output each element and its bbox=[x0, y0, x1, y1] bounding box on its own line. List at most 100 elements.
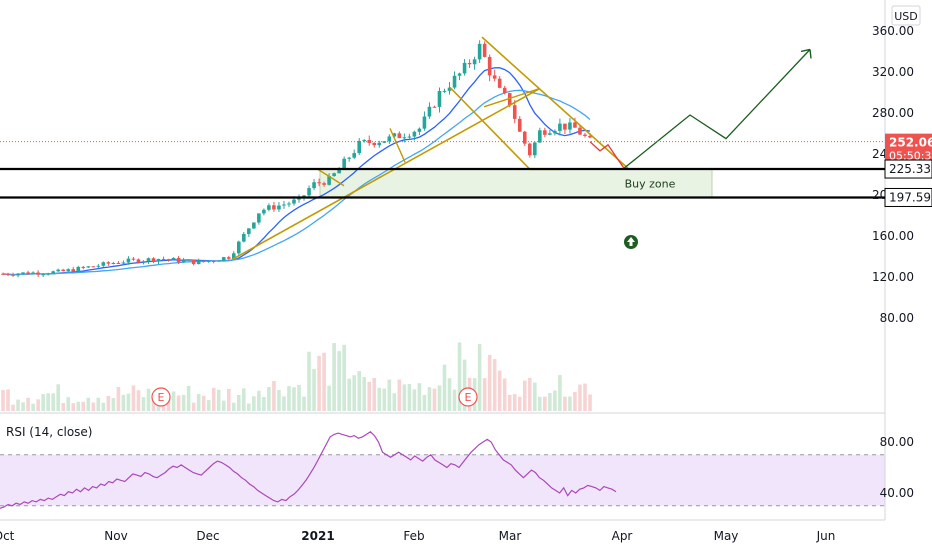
volume-bar bbox=[201, 395, 206, 411]
candle bbox=[226, 255, 231, 260]
level-price-label: 225.33 bbox=[889, 162, 931, 176]
volume-bar bbox=[447, 378, 452, 411]
ma-slow-line bbox=[2, 89, 591, 276]
candle bbox=[467, 59, 472, 68]
volume-bar bbox=[257, 390, 261, 411]
candle bbox=[81, 265, 86, 270]
volume-bar bbox=[322, 352, 326, 411]
candle bbox=[412, 130, 417, 141]
candle bbox=[191, 259, 196, 266]
candle bbox=[553, 129, 557, 136]
volume-bar bbox=[211, 387, 216, 411]
flag-line bbox=[389, 128, 406, 163]
earnings-icon: E bbox=[465, 391, 472, 404]
candle bbox=[91, 266, 96, 268]
volume-bar bbox=[337, 351, 341, 411]
time-tick-label: Jun bbox=[816, 529, 836, 543]
candle bbox=[492, 69, 497, 82]
candle bbox=[387, 134, 392, 144]
currency-box[interactable]: USD bbox=[891, 5, 921, 26]
candle bbox=[201, 260, 206, 263]
volume-bar bbox=[81, 401, 86, 411]
volume-bar bbox=[312, 369, 316, 411]
candle bbox=[452, 71, 457, 90]
volume-bar bbox=[452, 389, 457, 411]
candle bbox=[56, 268, 60, 272]
candle bbox=[332, 172, 336, 177]
earnings-marker[interactable]: E bbox=[151, 387, 171, 407]
candle bbox=[166, 258, 171, 262]
candle bbox=[347, 156, 351, 162]
candle bbox=[31, 271, 35, 275]
candle bbox=[51, 270, 55, 275]
candle bbox=[457, 72, 462, 81]
last-price-tag: 252.06 05:50:34 bbox=[885, 133, 932, 164]
volume-bar bbox=[437, 385, 442, 411]
volume-bar bbox=[387, 379, 392, 411]
candle bbox=[568, 118, 572, 134]
volume-bar bbox=[392, 393, 397, 411]
volume-bar bbox=[1, 390, 5, 411]
time-axis[interactable]: Oct Nov Dec 2021 Feb Mar Apr May Jun bbox=[0, 529, 835, 543]
volume-bar bbox=[502, 378, 507, 411]
candle bbox=[477, 40, 482, 63]
candle bbox=[16, 273, 20, 278]
candle bbox=[543, 127, 547, 138]
volume-bar bbox=[482, 378, 487, 411]
candle bbox=[533, 141, 537, 159]
volume-bar bbox=[206, 400, 211, 411]
volume-bar bbox=[216, 389, 221, 411]
candle bbox=[216, 260, 221, 262]
volume-bar bbox=[427, 387, 432, 411]
buy-zone bbox=[319, 168, 713, 198]
time-tick-label: Nov bbox=[104, 529, 127, 543]
volume-bar bbox=[262, 396, 266, 411]
buy-zone-label: Buy zone bbox=[625, 177, 676, 190]
candle bbox=[522, 130, 527, 147]
candle bbox=[86, 265, 91, 268]
volume-bar bbox=[367, 381, 372, 411]
candle bbox=[317, 178, 321, 187]
candle bbox=[131, 256, 136, 261]
volume-bar bbox=[372, 377, 377, 411]
candle bbox=[21, 272, 25, 275]
rsi-tick-label: 40.00 bbox=[880, 486, 914, 500]
volume-bar bbox=[111, 398, 116, 411]
time-tick-label: Mar bbox=[499, 529, 522, 543]
price-tick-label: 120.00 bbox=[872, 270, 914, 284]
candle bbox=[402, 133, 407, 143]
candle bbox=[101, 261, 106, 267]
volume-bar bbox=[382, 388, 387, 411]
candle bbox=[352, 149, 356, 160]
volume-bar bbox=[307, 351, 311, 411]
volume-bar bbox=[56, 384, 60, 411]
candle bbox=[247, 228, 251, 237]
candle bbox=[171, 257, 176, 260]
volume-bar bbox=[237, 395, 241, 411]
earnings-marker[interactable]: E bbox=[458, 387, 478, 407]
candle bbox=[277, 202, 281, 212]
candle bbox=[257, 213, 261, 225]
level-price-tag: 225.33 bbox=[884, 159, 932, 179]
volume-bar bbox=[171, 391, 176, 411]
volume-bar bbox=[457, 342, 462, 411]
candle bbox=[186, 259, 191, 261]
time-tick-label: Dec bbox=[196, 529, 219, 543]
volume-bar bbox=[327, 385, 331, 411]
volume-bar bbox=[432, 388, 437, 411]
volume-bar bbox=[342, 344, 346, 411]
candle bbox=[502, 85, 507, 95]
volume-bar bbox=[517, 396, 522, 411]
volume-bar bbox=[16, 399, 20, 411]
volume-bar bbox=[347, 378, 351, 411]
volume-bar bbox=[146, 388, 151, 411]
candle bbox=[237, 240, 241, 257]
volume-bar bbox=[272, 381, 276, 411]
candle bbox=[437, 87, 442, 113]
volume-bar bbox=[231, 402, 236, 411]
rsi-band bbox=[0, 454, 885, 506]
volume-bar bbox=[442, 364, 447, 411]
rsi-label: RSI (14, close) bbox=[6, 425, 92, 439]
volume-bar bbox=[247, 403, 251, 411]
